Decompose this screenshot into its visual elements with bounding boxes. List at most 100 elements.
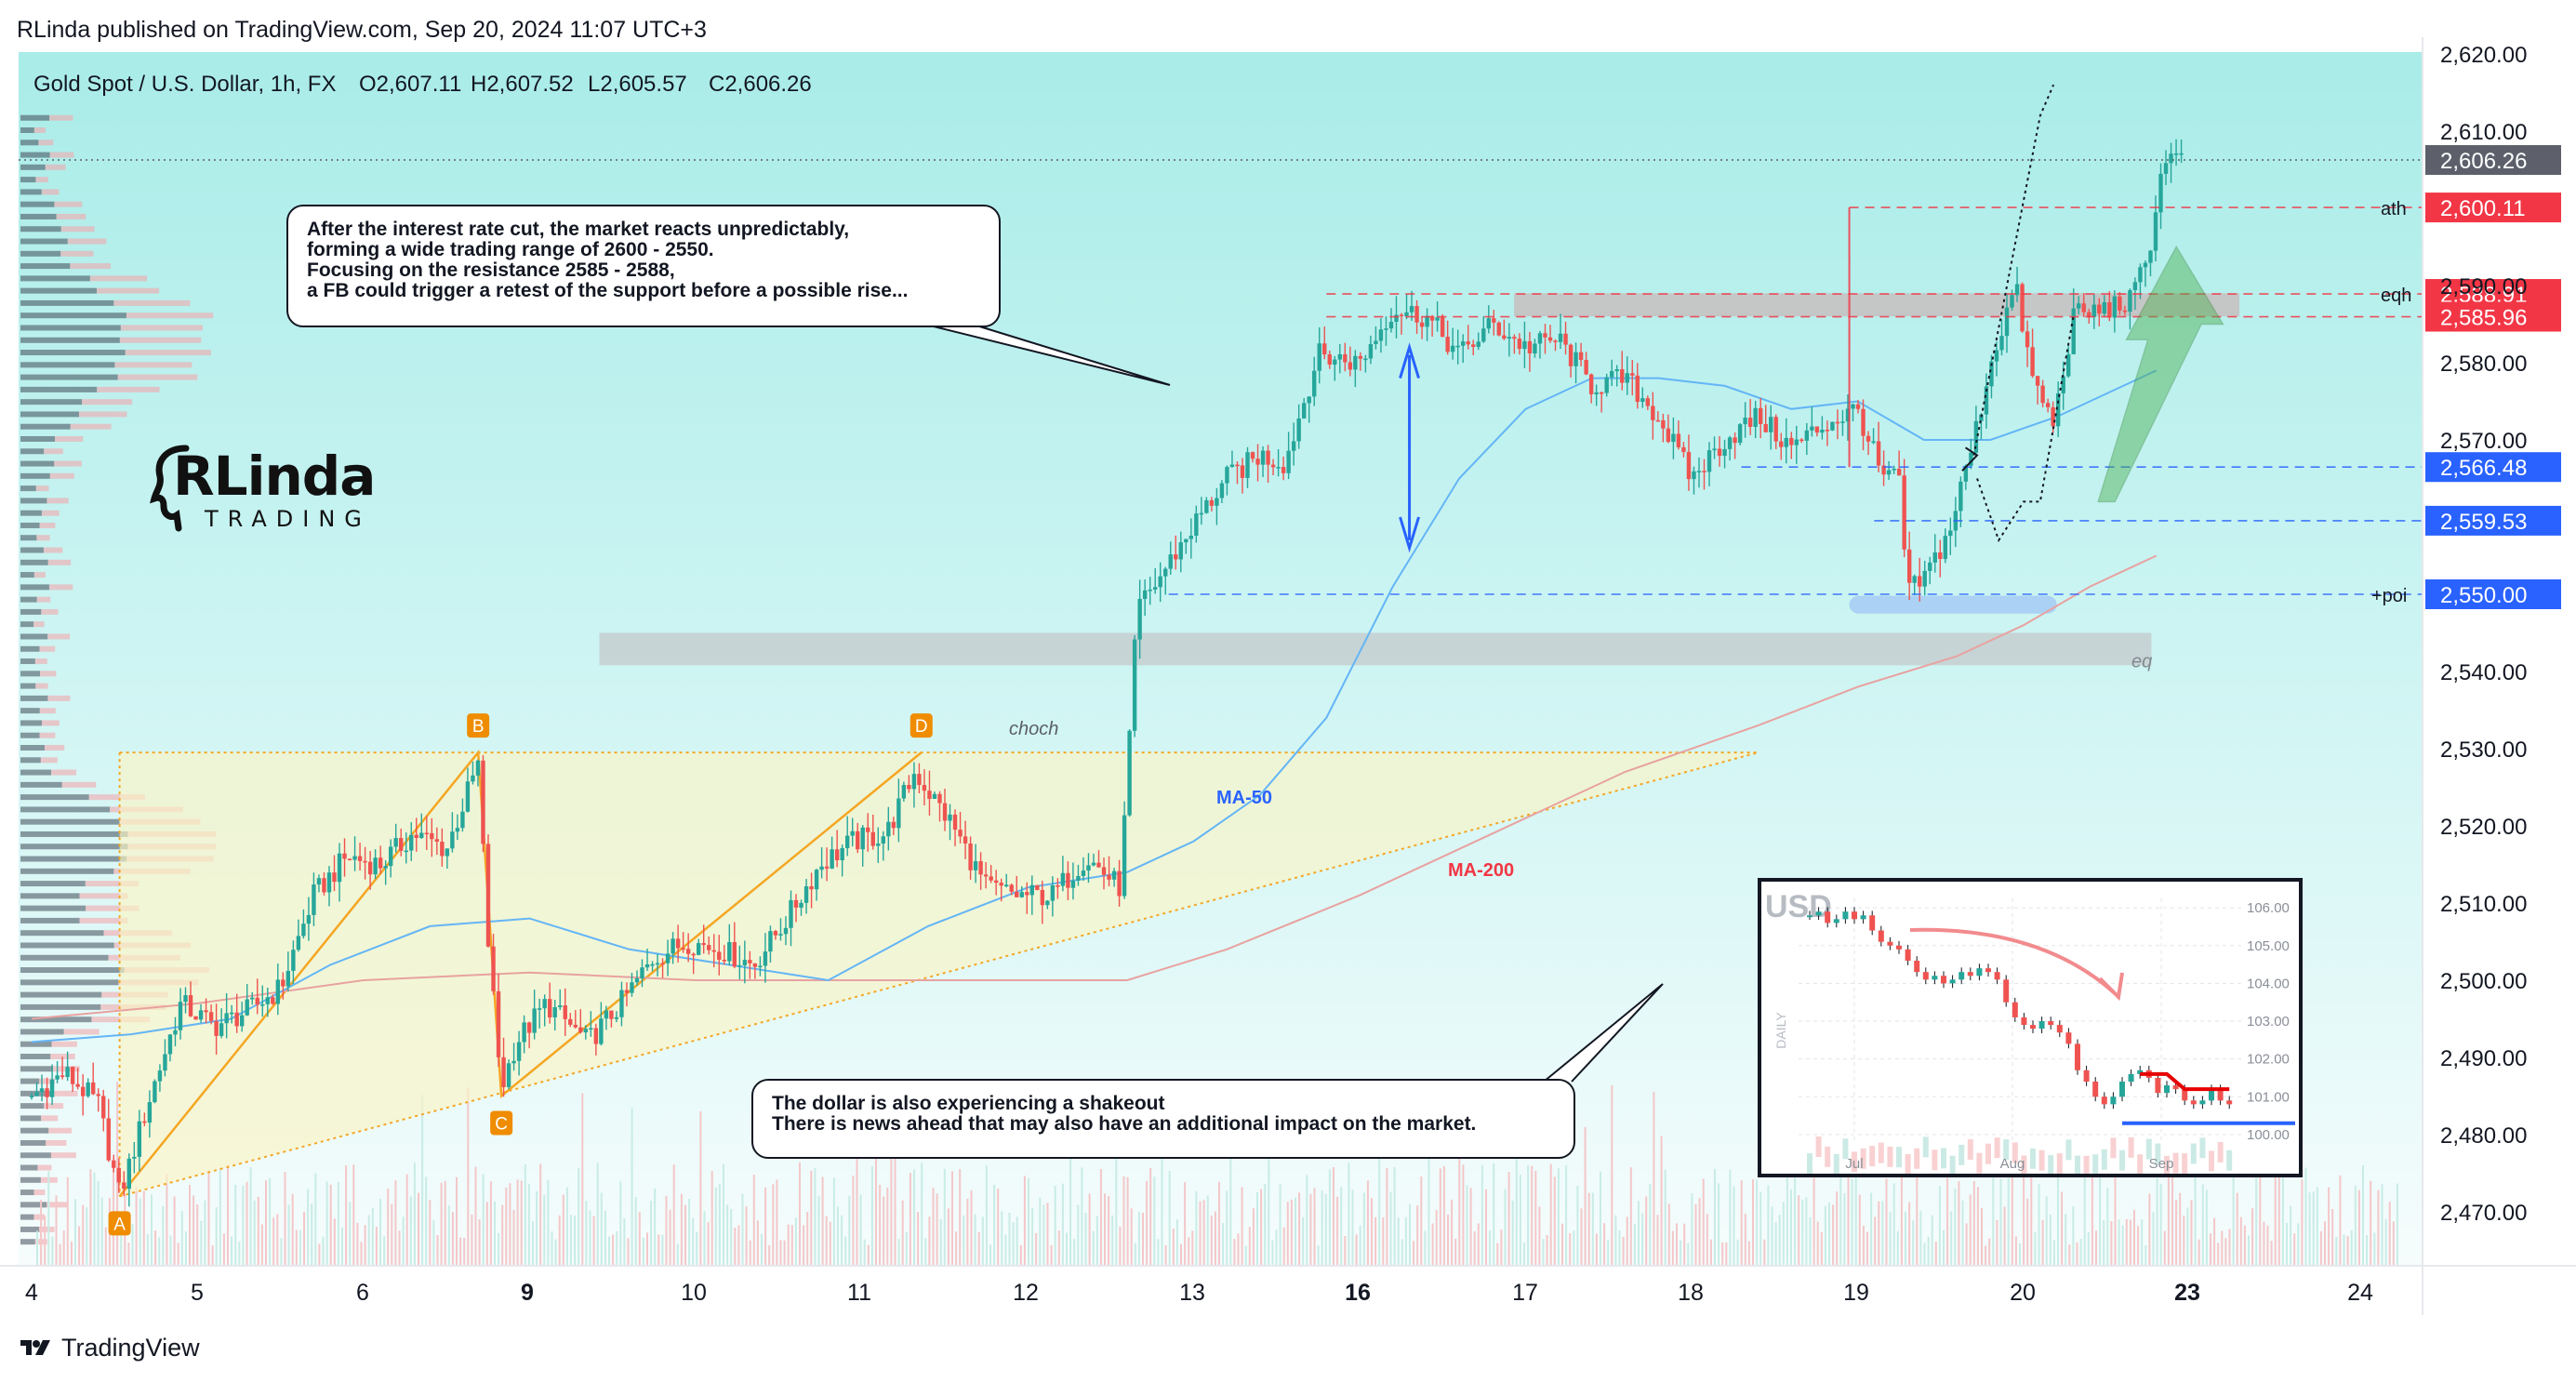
inset-title: USD xyxy=(1765,889,1832,924)
volume-profile-bar xyxy=(117,374,198,380)
inset-candle-body xyxy=(2101,1096,2107,1105)
ma50-label: MA-50 xyxy=(1216,788,1272,808)
inset-y-tick: 106.00 xyxy=(2247,900,2290,916)
annotation-box-rate-cut[interactable]: After the interest rate cut, the market … xyxy=(286,205,1001,327)
candle-body xyxy=(881,836,886,844)
candle-body xyxy=(989,876,993,881)
inset-volume-bar xyxy=(2128,1136,2134,1158)
candle-body xyxy=(1840,421,1845,423)
candle-body xyxy=(599,1018,604,1044)
time-axis[interactable]: 4 5 6 9 10 11 12 13 16 17 18 19 20 23 24 xyxy=(25,1280,2373,1306)
candle-body xyxy=(1835,421,1840,424)
price-axis[interactable]: 2,606.262,600.112,588.912,585.962,566.48… xyxy=(2425,43,2561,1226)
inset-candle-body xyxy=(2056,1025,2063,1033)
candle-body xyxy=(1219,483,1225,498)
volume-profile-bar xyxy=(20,547,44,553)
volume-profile-bar xyxy=(20,1003,101,1010)
candle-body xyxy=(1973,420,1979,453)
volume-profile-bar xyxy=(20,1029,64,1035)
candle-body xyxy=(1004,884,1009,886)
candle-body xyxy=(1240,465,1245,478)
candle-body xyxy=(1943,536,1947,560)
projection-arrow-head xyxy=(1961,446,1979,472)
annotation-box-dollar[interactable]: The dollar is also experiencing a shakeo… xyxy=(751,1079,1575,1159)
candle-body xyxy=(1194,513,1199,536)
candle-body xyxy=(1522,340,1527,350)
volume-profile-bar xyxy=(20,1078,40,1084)
pattern-point-badge xyxy=(910,713,933,738)
volume-profile-bar xyxy=(20,1127,49,1134)
candle-body xyxy=(1871,441,1876,444)
volume-profile-bar xyxy=(20,411,79,418)
volume-profile-bar xyxy=(67,238,107,245)
volume-profile-bar xyxy=(20,1189,34,1196)
volume-profile-bar xyxy=(54,460,82,467)
volume-profile-bar xyxy=(46,1202,69,1208)
volume-profile-bar xyxy=(20,312,126,319)
logo-sub-text: TRADING xyxy=(205,506,371,532)
candle-body xyxy=(1476,341,1481,348)
candle-body xyxy=(1091,862,1096,866)
candle-body xyxy=(1409,306,1414,312)
volume-profile-bar xyxy=(20,485,36,492)
candle-body xyxy=(291,950,296,971)
candle-body xyxy=(132,1156,137,1159)
inset-candle-body xyxy=(1852,911,1857,920)
candle-body xyxy=(665,953,671,963)
x-tick-label: 10 xyxy=(681,1280,707,1306)
candle-body xyxy=(101,1096,106,1119)
candle-body xyxy=(1368,343,1374,359)
inset-x-tick: Jul xyxy=(1845,1156,1863,1172)
candle-body xyxy=(1225,467,1229,484)
volume-profile-bar xyxy=(20,991,102,998)
candle-body xyxy=(1322,343,1327,355)
candle-body xyxy=(399,838,404,851)
candle-body xyxy=(691,953,696,956)
inset-volume-bar xyxy=(1896,1147,1902,1168)
y-tick-label: 2,500.00 xyxy=(2440,969,2527,994)
inset-candle-body xyxy=(1949,979,1956,984)
candle-body xyxy=(1799,439,1804,442)
candle-body xyxy=(45,1088,49,1097)
candle-body xyxy=(383,866,388,869)
candle-body xyxy=(2107,302,2112,318)
candle-body xyxy=(147,1102,153,1123)
candle-body xyxy=(1045,900,1050,906)
inset-candle-body xyxy=(1941,976,1946,984)
volume-profile-bar xyxy=(20,979,119,986)
inset-volume-bar xyxy=(2110,1137,2117,1159)
candle-body xyxy=(2112,296,2118,318)
candle-body xyxy=(1178,542,1183,560)
volume-profile-bar xyxy=(20,177,36,183)
candle-body xyxy=(1445,337,1450,352)
candle-body xyxy=(701,943,706,946)
candle-body xyxy=(1471,344,1476,348)
volume-profile-bar xyxy=(49,114,73,121)
inset-volume-bar xyxy=(2209,1150,2214,1172)
candle-body xyxy=(481,760,485,844)
candle-body xyxy=(1779,441,1784,447)
candle-body xyxy=(29,1096,34,1098)
candle-body xyxy=(907,785,911,790)
candle-body xyxy=(337,853,342,883)
footer[interactable]: TradingView xyxy=(19,1332,200,1363)
candle-body xyxy=(727,941,732,962)
volume-profile-bar xyxy=(41,608,59,615)
volume-profile-bar xyxy=(20,436,56,442)
candle-body xyxy=(1358,355,1363,359)
candle-body xyxy=(2014,284,2020,296)
volume-profile-bar xyxy=(51,1090,78,1096)
usd-inset-chart[interactable]: 106.00 105.00 104.00 103.00 102.00 101.00 100.… xyxy=(1758,878,2303,1177)
x-tick-label: 24 xyxy=(2347,1280,2373,1306)
candle-body xyxy=(1599,392,1604,394)
candle-body xyxy=(1035,884,1040,890)
candle-body xyxy=(952,814,958,831)
inset-volume-bar xyxy=(1949,1155,1956,1174)
volume-profile-bar xyxy=(20,658,35,665)
volume-profile-bar xyxy=(35,683,48,689)
price-label-badge xyxy=(2425,579,2561,609)
candle-body xyxy=(373,857,378,875)
price-label-text: 2,550.00 xyxy=(2440,583,2527,608)
volume-profile-bar xyxy=(20,1176,41,1183)
